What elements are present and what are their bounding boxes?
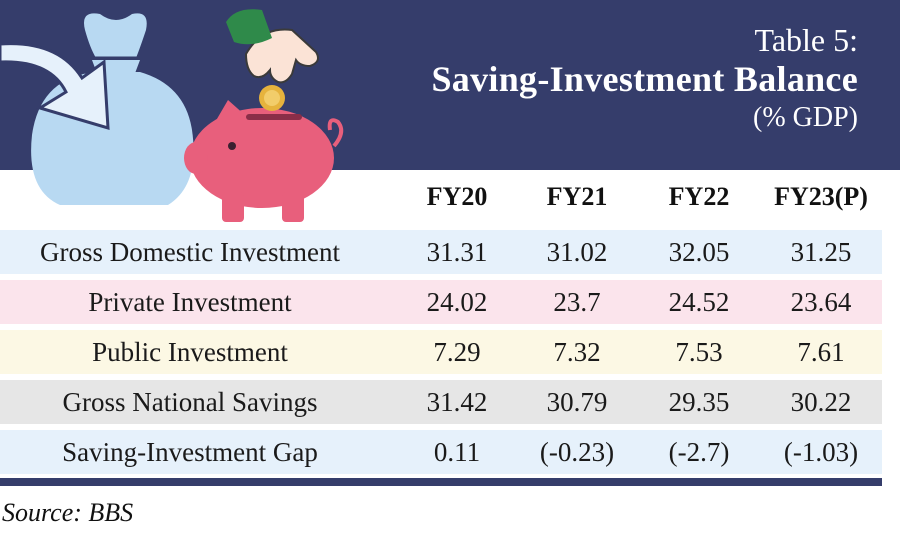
cell-value: 24.52 xyxy=(668,287,730,317)
table-title: Saving-Investment Balance xyxy=(431,59,858,99)
table-row: Gross National Savings 31.42 30.79 29.35… xyxy=(0,380,882,424)
cell-value: 0.11 xyxy=(433,437,481,467)
cell-value: 31.42 xyxy=(426,387,488,417)
header-banner: Table 5: Saving-Investment Balance (% GD… xyxy=(0,0,900,222)
cell-value: 24.02 xyxy=(426,287,488,317)
cell-value: 7.29 xyxy=(433,337,481,367)
cell-value: (-1.03) xyxy=(783,437,859,467)
table-unit: (% GDP) xyxy=(753,102,858,133)
table-row: Gross Domestic Investment 31.31 31.02 32… xyxy=(0,230,882,274)
cell-value: (-0.23) xyxy=(539,437,615,467)
table-row: Saving-Investment Gap 0.11 (-0.23) (-2.7… xyxy=(0,430,882,474)
cell-value: 30.22 xyxy=(790,387,852,417)
row-label: Gross National Savings xyxy=(62,387,318,417)
row-label: Saving-Investment Gap xyxy=(62,437,318,467)
cell-value: 29.35 xyxy=(668,387,730,417)
row-label: Private Investment xyxy=(88,287,292,317)
cell-value: 7.61 xyxy=(797,337,845,367)
column-header-fy22: FY22 xyxy=(668,182,730,211)
cell-value: 31.02 xyxy=(546,237,608,267)
cell-value: (-2.7) xyxy=(668,437,730,467)
table-row: Public Investment 7.29 7.32 7.53 7.61 xyxy=(0,330,882,374)
table-label: Table 5: xyxy=(754,22,859,58)
column-header-fy20: FY20 xyxy=(426,182,488,211)
saving-illustration-icon xyxy=(0,9,344,222)
column-header-fy23p: FY23(P) xyxy=(774,182,868,211)
cell-value: 31.31 xyxy=(426,237,488,267)
cell-value: 7.53 xyxy=(675,337,723,367)
cell-value: 31.25 xyxy=(790,237,852,267)
title-block: Table 5: Saving-Investment Balance (% GD… xyxy=(431,22,858,136)
column-header-fy21: FY21 xyxy=(546,182,608,211)
cell-value: 32.05 xyxy=(668,237,730,267)
table-row: Private Investment 24.02 23.7 24.52 23.6… xyxy=(0,280,882,324)
cell-value: 30.79 xyxy=(546,387,608,417)
source-note: Source: BBS xyxy=(2,498,134,527)
bottom-divider xyxy=(0,478,882,486)
row-label: Gross Domestic Investment xyxy=(40,237,340,267)
cell-value: 23.64 xyxy=(790,287,852,317)
row-label: Public Investment xyxy=(92,337,288,367)
cell-value: 23.7 xyxy=(553,287,601,317)
cell-value: 7.32 xyxy=(553,337,601,367)
